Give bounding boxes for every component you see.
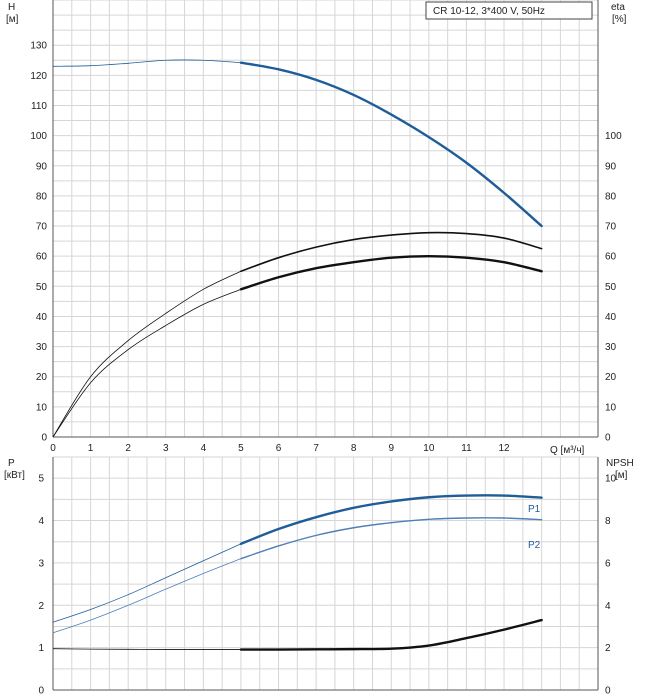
tick-label-npsh: 6	[605, 558, 611, 569]
tick-label-head: 70	[36, 222, 48, 233]
top-right-axis-label-line1: eta	[611, 2, 625, 13]
top-right-axis-label-line2: [%]	[612, 14, 627, 25]
tick-label-head: 100	[30, 131, 47, 142]
chart-axes	[52, 0, 599, 691]
tick-label-eta: 20	[605, 372, 617, 383]
curve-p1-thin	[52, 543, 242, 623]
tick-label-flow: 11	[461, 443, 472, 454]
curve-eta_upper	[240, 231, 543, 273]
tick-label-flow: 2	[125, 443, 131, 454]
tick-label-head: 90	[36, 161, 48, 172]
tick-label-eta: 10	[605, 402, 617, 413]
tick-label-npsh: 2	[605, 643, 611, 654]
curve-npsh-thin	[52, 648, 241, 650]
tick-label-flow: 0	[50, 443, 56, 454]
tick-label-head: 10	[36, 402, 48, 413]
curve-head-thin	[52, 59, 241, 67]
tick-label-flow: 4	[201, 443, 207, 454]
tick-label-eta: 30	[605, 342, 617, 353]
curve-eta_lower	[239, 254, 543, 291]
bottom-right-axis-label-line2: [м]	[615, 470, 628, 481]
bottom-right-axis-label-line1: NPSH	[606, 458, 634, 469]
tick-label-eta: 50	[605, 282, 617, 293]
tick-label-npsh: 10	[605, 474, 617, 485]
tick-label-npsh: 8	[605, 516, 611, 527]
title-box	[425, 1, 593, 20]
tick-label-eta: 100	[605, 131, 622, 142]
curve-eta_lower-thin	[52, 288, 242, 438]
tick-label-flow: 5	[238, 443, 244, 454]
tick-label-power: 2	[38, 601, 44, 612]
curve-p1	[239, 494, 543, 546]
tick-label-eta: 0	[605, 433, 611, 444]
tick-label-eta: 60	[605, 252, 617, 263]
bottom-left-axis-label-line2: [кВт]	[4, 470, 25, 481]
tick-label-head: 60	[36, 252, 48, 263]
tick-label-flow: 1	[88, 443, 94, 454]
tick-label-npsh: 4	[605, 601, 611, 612]
tick-label-power: 1	[38, 643, 44, 654]
curve-p2-thin	[52, 558, 242, 634]
tick-label-flow: 10	[423, 443, 435, 454]
tick-label-eta: 80	[605, 191, 617, 202]
tick-label-eta: 70	[605, 222, 617, 233]
x-axis-label: Q [м³/ч]	[550, 445, 585, 456]
curves	[52, 59, 543, 651]
tick-label-power: 3	[38, 558, 44, 569]
bottom-left-axis-label-line1: P	[8, 458, 15, 469]
tick-label-head: 120	[30, 71, 47, 82]
tick-label-head: 80	[36, 191, 48, 202]
series-label-p2: P2	[528, 540, 541, 551]
chart-title: CR 10-12, 3*400 V, 50Hz	[433, 6, 545, 17]
tick-label-flow: 7	[313, 443, 319, 454]
top-left-axis-label-line1: H	[8, 2, 15, 13]
tick-label-head: 50	[36, 282, 48, 293]
tick-label-head: 30	[36, 342, 48, 353]
tick-label-flow: 9	[388, 443, 394, 454]
series-label-p1: P1	[528, 504, 541, 515]
tick-label-head: 110	[31, 101, 47, 112]
tick-label-power: 4	[38, 516, 44, 527]
curve-npsh	[239, 618, 543, 651]
tick-label-flow: 12	[498, 443, 510, 454]
curve-head	[239, 61, 543, 228]
tick-label-power: 0	[38, 686, 44, 697]
tick-label-head: 40	[36, 312, 48, 323]
tick-label-power: 5	[38, 474, 44, 485]
tick-label-flow: 8	[351, 443, 357, 454]
tick-label-flow: 6	[276, 443, 282, 454]
tick-label-npsh: 0	[605, 686, 611, 697]
tick-label-head: 0	[41, 433, 47, 444]
tick-label-head: 130	[30, 41, 47, 52]
curve-eta_upper-thin	[52, 270, 242, 438]
tick-label-head: 20	[36, 372, 48, 383]
bottom-panel-grid	[53, 456, 598, 690]
tick-label-eta: 40	[605, 312, 617, 323]
curve-p2	[240, 517, 543, 560]
tick-label-eta: 90	[605, 161, 617, 172]
tick-labels: 0102030405060708090100110120130010203040…	[30, 41, 622, 697]
tick-label-flow: 3	[163, 443, 169, 454]
top-left-axis-label-line2: [м]	[6, 14, 19, 25]
top-panel-grid	[53, 0, 598, 437]
